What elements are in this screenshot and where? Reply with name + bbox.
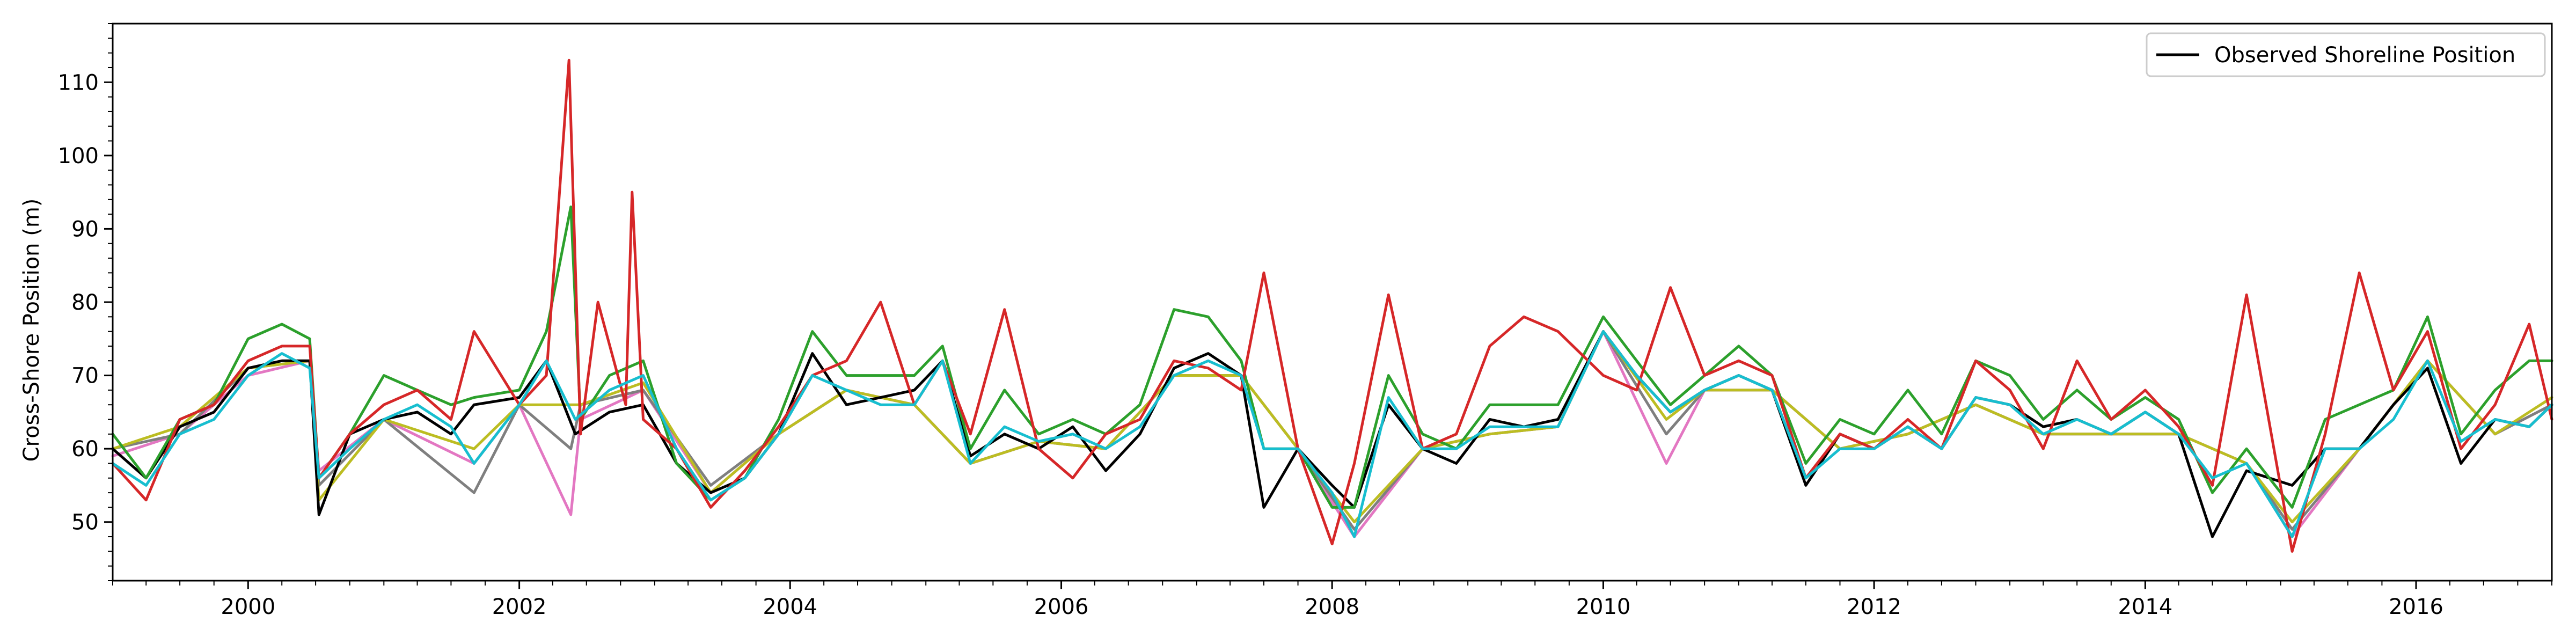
x-tick-label: 2016 xyxy=(2389,595,2443,619)
series-line-1 xyxy=(111,58,2553,553)
x-tick-label: 2014 xyxy=(2118,595,2172,619)
legend-label-observed: Observed Shoreline Position xyxy=(2214,43,2515,68)
legend-box xyxy=(2146,32,2546,77)
x-tick-label: 2006 xyxy=(1034,595,1089,619)
y-tick-label: 70 xyxy=(71,364,99,389)
legend: Observed Shoreline Position xyxy=(2146,32,2546,77)
axis-layer: 50 60 70 80 90 100 110 2000 2002 2004 2006 2008 2010… xyxy=(58,23,2552,619)
y-axis-label: Cross-Shore Position (m) xyxy=(19,199,44,462)
x-tick-label: 2004 xyxy=(763,595,817,619)
y-tick-label: 80 xyxy=(71,290,99,315)
x-tick-label: 2000 xyxy=(221,595,275,619)
x-tick-label: 2008 xyxy=(1305,595,1359,619)
x-tick-label: 2012 xyxy=(1847,595,1901,619)
y-tick-label: 90 xyxy=(71,217,99,241)
series-layer xyxy=(111,58,2553,553)
y-tick-label: 50 xyxy=(71,510,99,535)
y-tick-label: 60 xyxy=(71,437,99,462)
y-tick-label: 100 xyxy=(58,144,99,169)
x-tick-label: 2002 xyxy=(492,595,547,619)
plot-frame xyxy=(112,23,2553,582)
series-line-6 xyxy=(111,330,2553,538)
y-tick-label: 110 xyxy=(58,70,99,95)
x-tick-label: 2010 xyxy=(1576,595,1631,619)
